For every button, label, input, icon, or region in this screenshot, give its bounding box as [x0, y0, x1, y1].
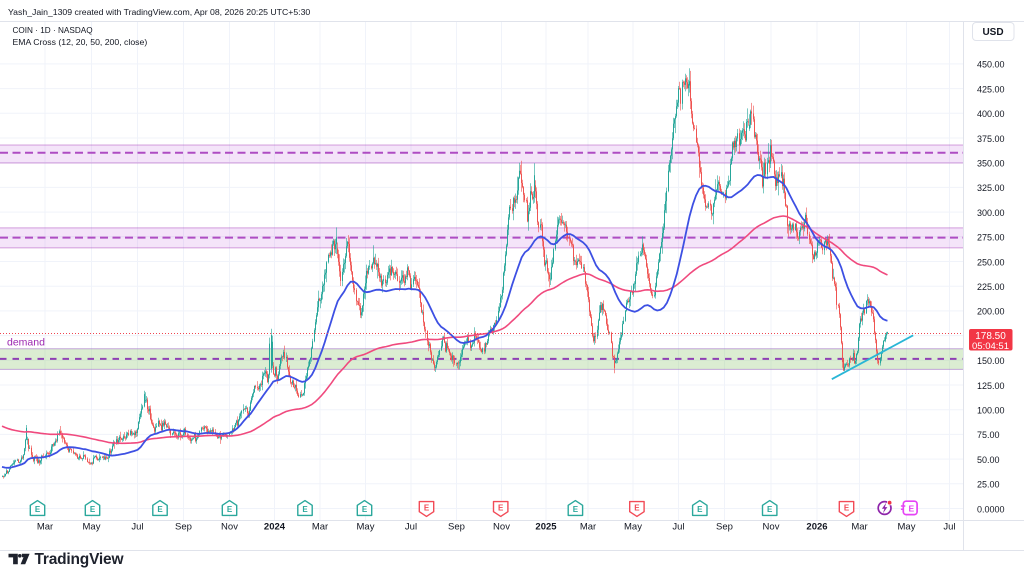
svg-text:125.00: 125.00: [977, 381, 1005, 391]
svg-text:Nov: Nov: [221, 522, 238, 533]
svg-text:Jul: Jul: [405, 522, 417, 533]
svg-text:E: E: [697, 505, 703, 514]
svg-text:200.00: 200.00: [977, 307, 1005, 317]
svg-text:275.00: 275.00: [977, 233, 1005, 243]
svg-text:05:04:51: 05:04:51: [972, 341, 1009, 352]
svg-text:E: E: [90, 505, 96, 514]
svg-text:250.00: 250.00: [977, 257, 1005, 267]
svg-text:50.00: 50.00: [977, 455, 1000, 465]
svg-text:EMA Cross (12, 20, 50, 200, cl: EMA Cross (12, 20, 50, 200, close): [13, 37, 148, 47]
svg-text:Jul: Jul: [672, 522, 684, 533]
svg-text:TradingView: TradingView: [35, 551, 125, 568]
svg-text:0.0000: 0.0000: [977, 504, 1005, 514]
svg-text:Jul: Jul: [943, 522, 955, 533]
svg-text:350.00: 350.00: [977, 159, 1005, 169]
svg-text:100.00: 100.00: [977, 406, 1005, 416]
svg-text:E: E: [35, 505, 41, 514]
svg-text:2026: 2026: [806, 522, 827, 533]
svg-text:E: E: [302, 505, 308, 514]
svg-text:425.00: 425.00: [977, 84, 1005, 94]
svg-text:demand: demand: [7, 337, 45, 349]
svg-text:E: E: [573, 505, 579, 514]
svg-text:450.00: 450.00: [977, 60, 1005, 70]
svg-text:Sep: Sep: [175, 522, 192, 533]
svg-text:Nov: Nov: [763, 522, 780, 533]
svg-text:May: May: [83, 522, 101, 533]
svg-text:USD: USD: [982, 27, 1003, 38]
svg-text:Mar: Mar: [851, 522, 867, 533]
svg-text:Mar: Mar: [37, 522, 53, 533]
svg-text:375.00: 375.00: [977, 134, 1005, 144]
svg-text:Sep: Sep: [716, 522, 733, 533]
svg-text:325.00: 325.00: [977, 183, 1005, 193]
svg-text:Nov: Nov: [493, 522, 510, 533]
svg-text:E: E: [844, 504, 850, 513]
svg-text:2024: 2024: [264, 522, 286, 533]
svg-text:May: May: [898, 522, 916, 533]
svg-text:Jul: Jul: [131, 522, 143, 533]
svg-text:E: E: [908, 503, 914, 513]
svg-text:May: May: [357, 522, 375, 533]
svg-text:Mar: Mar: [312, 522, 328, 533]
svg-text:2025: 2025: [535, 522, 557, 533]
svg-text:E: E: [227, 505, 233, 514]
svg-text:E: E: [634, 504, 640, 513]
svg-text:178.50: 178.50: [975, 331, 1006, 342]
svg-text:75.00: 75.00: [977, 430, 1000, 440]
svg-text:Sep: Sep: [448, 522, 465, 533]
svg-text:225.00: 225.00: [977, 282, 1005, 292]
svg-text:150.00: 150.00: [977, 356, 1005, 366]
svg-text:Yash_Jain_1309 created with Tr: Yash_Jain_1309 created with TradingView.…: [8, 7, 310, 17]
svg-text:E: E: [498, 504, 504, 513]
svg-text:E: E: [424, 504, 430, 513]
svg-text:COIN · 1D · NASDAQ: COIN · 1D · NASDAQ: [13, 26, 93, 35]
svg-text:Mar: Mar: [580, 522, 596, 533]
svg-text:E: E: [157, 505, 163, 514]
svg-text:300.00: 300.00: [977, 208, 1005, 218]
svg-text:25.00: 25.00: [977, 480, 1000, 490]
svg-text:May: May: [624, 522, 642, 533]
svg-text:400.00: 400.00: [977, 109, 1005, 119]
svg-text:E: E: [767, 505, 773, 514]
svg-text:E: E: [362, 505, 368, 514]
